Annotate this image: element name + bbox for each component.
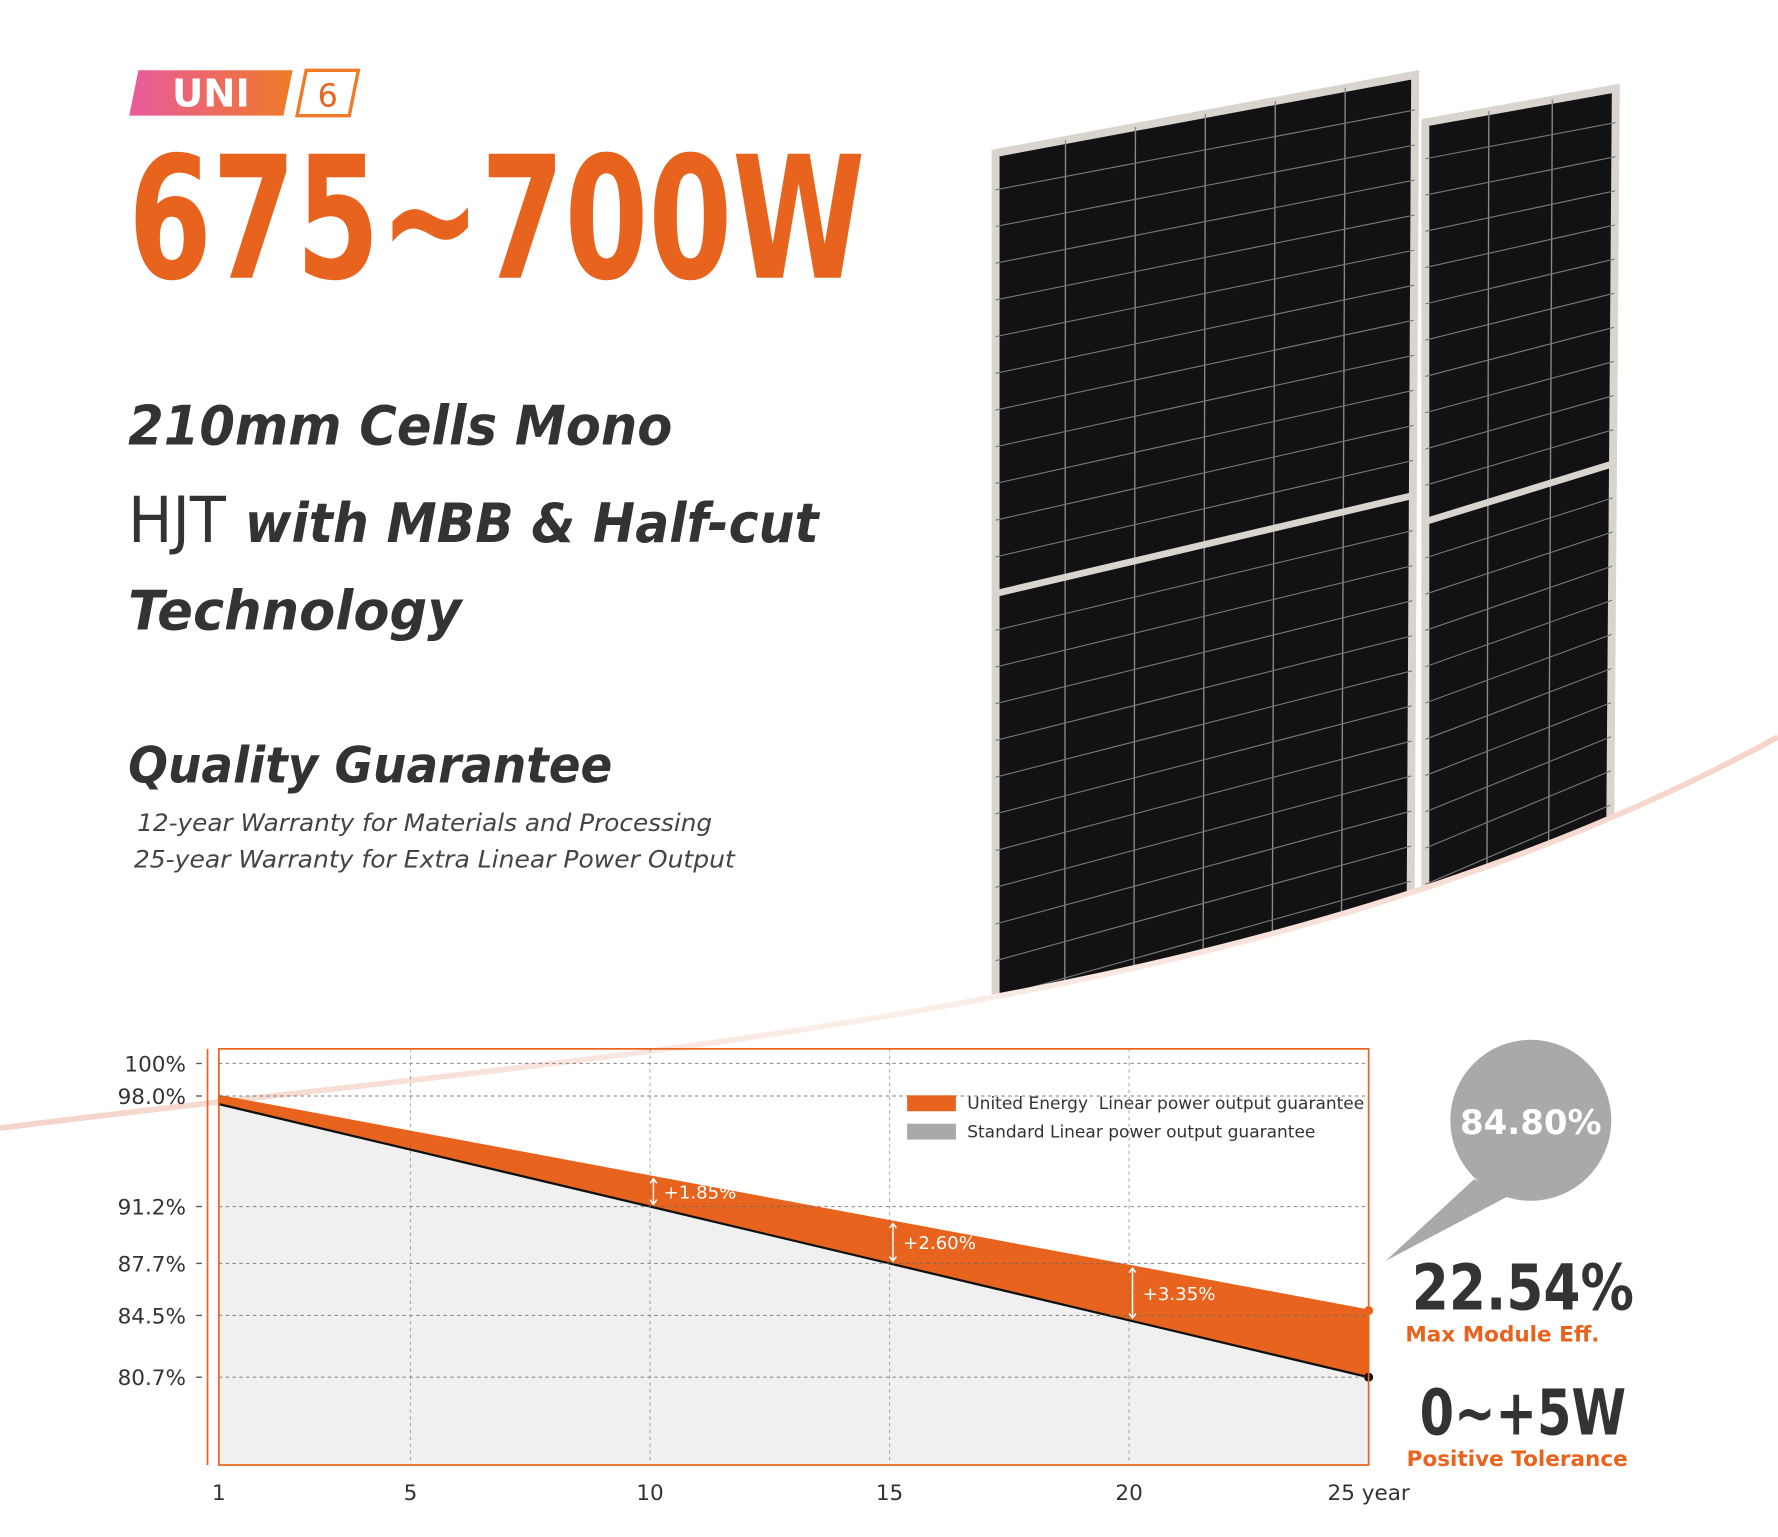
cell-line [995,284,1415,374]
plot-frame [218,1048,1370,1466]
cell-line [995,459,1414,558]
cell-line [1425,804,1611,885]
cell-line [1425,497,1613,559]
x-tick-label: 20 [1115,1481,1142,1506]
cell-line [995,144,1415,228]
cell-line [1425,736,1612,813]
cell-line [1425,326,1615,378]
cell-line [995,670,1413,778]
badge-text: UNI [172,72,250,117]
cell-line [995,389,1414,485]
cell-line [995,880,1411,998]
legend-swatch [907,1123,956,1140]
highlights: 84.80% 22.54% Max Module Eff. 0~+5W Posi… [1385,1039,1634,1472]
cell-line [995,109,1416,191]
warranty-item: 25-year Warranty for Extra Linear Power … [134,845,737,873]
panel-divider [1424,460,1614,525]
cell-line [1425,429,1614,486]
cell-line [1425,531,1613,595]
cell-line [995,705,1412,815]
cell-line [1425,224,1615,269]
line [218,1103,1369,1379]
cell-line [995,354,1414,448]
bubble [1450,1039,1612,1201]
cell-line [1425,702,1612,777]
bubble-tail [1385,1179,1509,1261]
cell-line [995,600,1413,705]
badge-number: 6 [318,79,338,115]
cell-line [995,565,1413,668]
cell-line [1425,190,1616,232]
cell-line [995,214,1415,301]
cell-line [995,775,1412,888]
area [218,1104,1369,1465]
cell-line [1425,292,1615,341]
y-tick-label: 84.5% [118,1304,186,1329]
y-tick-label: 98.0% [118,1085,186,1110]
tolerance-label: Positive Tolerance [1407,1447,1628,1472]
tech-line: HJT with MBB & Half-cut [128,483,820,557]
badge-shape [129,70,293,116]
hjt: HJT [128,483,226,557]
cell-line [995,530,1413,631]
cell-line [995,740,1412,852]
y-tick-label: 87.7% [118,1252,186,1277]
y-tick-label: 80.7% [118,1366,186,1391]
cell-line [1425,599,1613,668]
cell-line [1425,633,1612,704]
solar-panels [991,70,1620,1040]
tech-line: Technology [128,578,464,642]
legend-label: Standard Linear power output guarantee [967,1122,1315,1142]
cell-line [995,845,1412,962]
cell-line [1425,667,1612,740]
swoosh-edge [0,734,1778,1132]
cell-line [1425,122,1616,160]
tech-line-text: with MBB & Half-cut [245,491,821,555]
x-tick-label: 15 [876,1481,903,1506]
cell-line [995,179,1415,264]
x-tick-label: 1 [212,1481,226,1506]
chart: 100%98.0%91.2%87.7%84.5%80.7%1 5 10 15 20 25 … [118,1048,1410,1506]
annotation-arrow [649,1177,658,1206]
cell-line [995,424,1414,521]
legend-label: United Energy Linear power output guaran… [967,1094,1364,1114]
annotation-arrow [1128,1266,1137,1320]
tolerance: 0~+5W [1420,1375,1626,1449]
annotation: +3.35% [1143,1284,1216,1305]
cell-line [1425,360,1614,414]
warranty-item: 12-year Warranty for Materials and Proce… [137,809,712,837]
bubble-text: 84.80% [1460,1103,1602,1143]
x-tick-label: 25 year [1327,1481,1409,1506]
cell-line [995,810,1412,925]
tech-line: 210mm Cells Mono [128,393,672,457]
y-tick-label: 100% [124,1052,186,1077]
cell-line [995,249,1415,338]
annotation-arrow [888,1222,897,1263]
legend-swatch [907,1095,956,1112]
x-tick-label: 10 [636,1481,663,1506]
cell-line [995,319,1414,411]
power-range: 675~700W [128,121,865,319]
annotation: +1.85% [664,1182,737,1203]
cell-line [1425,156,1616,196]
efficiency: 22.54% [1412,1251,1634,1325]
y-tick-label: 91.2% [118,1195,186,1220]
cell-line [1425,770,1611,849]
panel-divider [994,492,1414,597]
badge-number-shape [295,68,361,118]
annotation: +2.60% [903,1233,976,1254]
cell-line [1425,258,1615,305]
quality-title: Quality Guarantee [128,736,612,794]
efficiency-label: Max Module Eff. [1405,1322,1599,1347]
cell-line [1425,394,1614,450]
cell-line [995,635,1413,741]
panel-back [1421,83,1620,927]
cell-line [1425,565,1613,631]
x-tick-label: 5 [404,1481,418,1506]
